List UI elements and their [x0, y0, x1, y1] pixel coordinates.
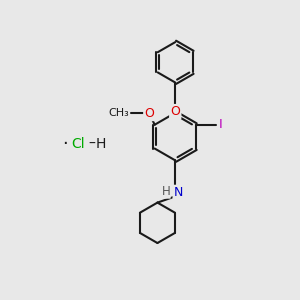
- Text: O: O: [144, 107, 154, 120]
- Text: Cl: Cl: [71, 137, 85, 151]
- Text: I: I: [219, 118, 223, 131]
- Text: H: H: [161, 185, 170, 198]
- Text: CH₃: CH₃: [109, 108, 129, 118]
- Text: –: –: [88, 137, 95, 151]
- Text: N: N: [173, 186, 183, 199]
- Text: ·: ·: [62, 135, 68, 153]
- Text: O: O: [170, 105, 180, 118]
- Text: H: H: [96, 137, 106, 151]
